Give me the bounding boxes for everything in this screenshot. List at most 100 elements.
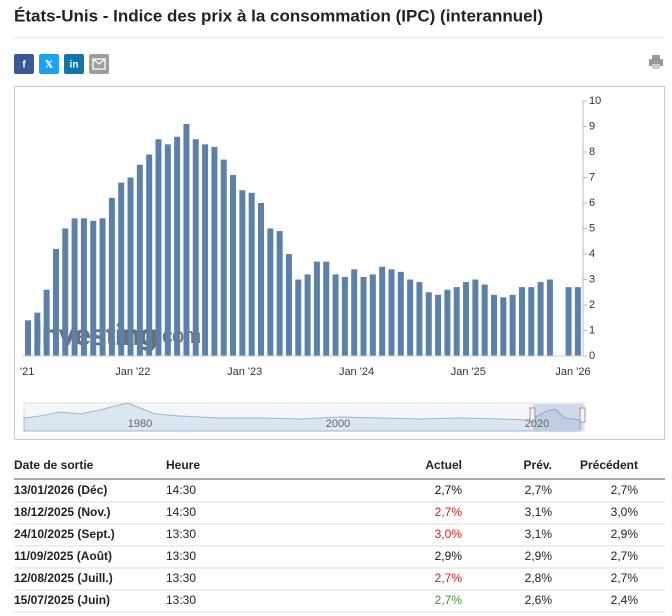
y-tick-label: 4: [589, 248, 595, 260]
table-cell: 2,6%: [525, 593, 553, 607]
bar: [379, 266, 386, 356]
share-linkedin[interactable]: [64, 54, 84, 74]
bar: [71, 218, 78, 356]
y-tick-label: 10: [589, 95, 601, 107]
page-title: États-Unis - Indice des prix à la consom…: [14, 6, 543, 25]
x-tick-label: Jan '26: [555, 366, 590, 378]
bar: [360, 276, 367, 356]
table-cell: 13/01/2026 (Déc): [14, 483, 107, 497]
bar: [118, 182, 125, 356]
bar: [546, 279, 553, 356]
bar: [341, 276, 348, 356]
table-cell: 13:30: [166, 571, 196, 585]
table-cell: 14:30: [166, 483, 196, 497]
bar: [509, 294, 516, 356]
y-tick-label: 7: [589, 171, 595, 183]
table-cell: 2,7%: [525, 483, 553, 497]
bar: [472, 279, 479, 356]
bar: [248, 192, 255, 356]
bar: [463, 282, 470, 356]
bar: [323, 261, 330, 356]
table-cell: 11/09/2025 (Août): [14, 549, 112, 563]
bar: [528, 287, 535, 356]
bar: [202, 144, 209, 356]
print-icon[interactable]: [649, 55, 663, 69]
bar: [34, 312, 41, 356]
bar: [481, 284, 488, 356]
bar: [239, 190, 246, 356]
share-x[interactable]: [39, 54, 59, 74]
navigator-handle[interactable]: [529, 407, 536, 423]
navigator-handle[interactable]: [579, 407, 586, 423]
bar: [108, 197, 115, 356]
bar: [192, 139, 199, 356]
table-cell: 2,9%: [611, 527, 639, 541]
column-header: Date de sortie: [14, 458, 94, 472]
navigator-series: [23, 402, 581, 432]
x-tick-label: Jan '23: [227, 366, 262, 378]
column-header: Actuel: [425, 458, 462, 472]
table-cell: 13:30: [166, 527, 196, 541]
mail-icon: [92, 58, 106, 70]
bar: [211, 146, 218, 356]
bar: [276, 231, 283, 356]
bar: [304, 274, 311, 356]
y-tick-label: 6: [589, 197, 595, 209]
bar: [416, 282, 423, 356]
y-tick-label: 2: [589, 299, 595, 311]
bar: [25, 320, 31, 356]
table-cell: 3,0%: [435, 527, 463, 541]
bar: [80, 218, 87, 356]
bar: [425, 292, 432, 356]
navigator-selection[interactable]: [533, 404, 583, 430]
table-cell: 24/10/2025 (Sept.): [14, 527, 115, 541]
bar: [397, 271, 404, 356]
table-cell: 2,7%: [611, 483, 639, 497]
bar: [332, 274, 339, 356]
column-header: Heure: [166, 458, 200, 472]
bar: [518, 287, 525, 356]
bar: [295, 279, 302, 356]
share-facebook[interactable]: [14, 54, 34, 74]
share-label: f: [22, 60, 26, 71]
table-cell: 13:30: [166, 549, 196, 563]
bar: [537, 282, 544, 356]
table-cell: 3,0%: [611, 505, 639, 519]
y-tick-label: 8: [589, 146, 595, 158]
table-cell: 2,7%: [435, 593, 463, 607]
bar: [62, 228, 69, 356]
table-cell: 2,7%: [435, 505, 463, 519]
table-cell: 12/08/2025 (Juill.): [14, 571, 113, 585]
x-tick-label: '21: [20, 366, 34, 378]
table-cell: 14:30: [166, 505, 196, 519]
bar: [146, 154, 153, 356]
bar: [99, 218, 106, 356]
table-cell: 18/12/2025 (Nov.): [14, 505, 111, 519]
y-tick-label: 9: [589, 120, 595, 132]
bar: [164, 144, 171, 356]
table-cell: 2,9%: [525, 549, 553, 563]
share-label: in: [70, 60, 79, 71]
table-cell: 3,1%: [525, 505, 553, 519]
navigator-label: 2000: [326, 418, 350, 430]
x-tick-label: Jan '22: [115, 366, 150, 378]
bar: [127, 177, 134, 356]
bar: [174, 136, 181, 356]
bar: [285, 254, 292, 356]
table-cell: 2,7%: [435, 571, 463, 585]
x-tick-label: Jan '24: [339, 366, 374, 378]
y-tick-label: 1: [589, 324, 595, 336]
bar: [491, 294, 497, 356]
table-cell: 2,9%: [435, 549, 463, 563]
x-tick-label: Jan '25: [451, 366, 486, 378]
bar: [444, 289, 451, 356]
table-cell: 15/07/2025 (Juin): [14, 593, 110, 607]
bar: [565, 287, 572, 356]
bar: [267, 228, 274, 356]
navigator-label: 2020: [525, 418, 549, 430]
bar: [351, 269, 358, 356]
y-tick-label: 0: [589, 350, 595, 362]
bar: [155, 139, 162, 356]
